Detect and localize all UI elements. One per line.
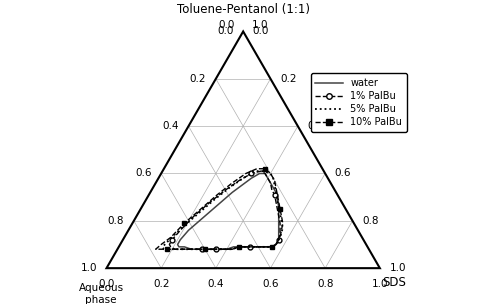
Text: 0.0: 0.0 (98, 279, 114, 289)
Text: 1.0: 1.0 (390, 263, 406, 273)
Legend: water, 1% PalBu, 5% PalBu, 10% PalBu: water, 1% PalBu, 5% PalBu, 10% PalBu (310, 74, 407, 132)
Text: Aqueous
phase: Aqueous phase (78, 283, 124, 304)
Text: 1.0: 1.0 (80, 263, 97, 273)
Text: 0.8: 0.8 (362, 216, 378, 226)
Text: 0.8: 0.8 (108, 216, 124, 226)
Text: 0.0: 0.0 (218, 20, 235, 30)
Text: 0.4: 0.4 (208, 279, 224, 289)
Text: 0.2: 0.2 (280, 74, 296, 84)
Text: 0.4: 0.4 (308, 121, 324, 131)
Text: 0.0: 0.0 (217, 26, 234, 36)
Text: 1.0: 1.0 (252, 20, 268, 30)
Text: 0.6: 0.6 (334, 168, 351, 178)
Text: 0.6: 0.6 (262, 279, 278, 289)
Text: 0.4: 0.4 (162, 121, 179, 131)
Text: 1.0: 1.0 (372, 279, 388, 289)
Text: 0.2: 0.2 (153, 279, 170, 289)
Text: 0.0: 0.0 (252, 26, 269, 36)
Text: 0.8: 0.8 (317, 279, 334, 289)
Text: Toluene-Pentanol (1:1): Toluene-Pentanol (1:1) (176, 3, 310, 16)
Text: SDS: SDS (382, 276, 406, 289)
Text: 0.2: 0.2 (190, 74, 206, 84)
Text: 0.6: 0.6 (135, 168, 152, 178)
